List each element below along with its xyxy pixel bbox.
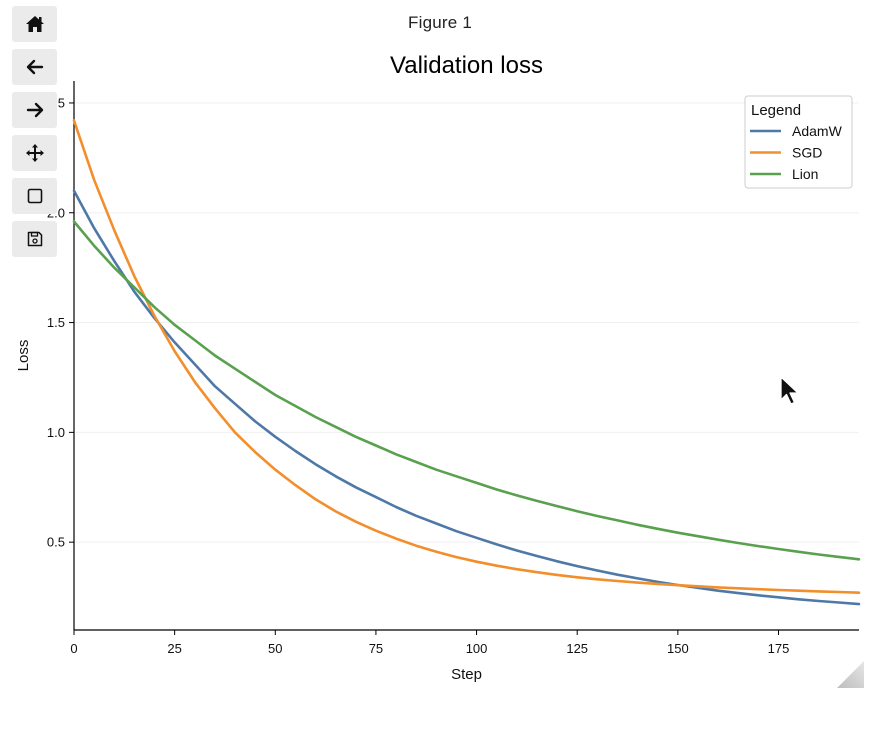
mouse-cursor-icon — [780, 376, 799, 405]
save-disk-icon — [27, 231, 42, 247]
home-button[interactable] — [12, 6, 57, 42]
y-tick-label: 1.5 — [47, 315, 65, 330]
legend-title: Legend — [751, 102, 801, 119]
series-line-adamw — [72, 189, 861, 606]
save-button[interactable] — [12, 221, 57, 257]
zoom-rectangle-icon — [27, 188, 42, 204]
resize-grip-icon[interactable] — [837, 661, 864, 688]
legend-entry-label: Lion — [792, 166, 818, 182]
series-line-sgd — [72, 119, 861, 594]
back-button[interactable] — [12, 49, 57, 85]
forward-button[interactable] — [12, 92, 57, 128]
x-tick-label: 100 — [466, 641, 488, 656]
x-tick-label: 75 — [369, 641, 383, 656]
forward-arrow-icon — [26, 102, 43, 118]
chart-title: Validation loss — [390, 52, 543, 79]
x-tick-label: 25 — [167, 641, 181, 656]
pan-move-icon — [25, 144, 44, 162]
back-arrow-icon — [26, 59, 43, 75]
y-tick-label: 0.5 — [47, 535, 65, 550]
x-tick-label: 150 — [667, 641, 689, 656]
series-line-lion — [72, 220, 861, 561]
figure-window-title: Figure 1 — [408, 13, 472, 32]
x-tick-label: 125 — [566, 641, 588, 656]
x-tick-label: 0 — [70, 641, 77, 656]
x-tick-label: 50 — [268, 641, 282, 656]
legend-entry-label: AdamW — [792, 123, 843, 139]
legend-box — [744, 95, 853, 189]
home-icon — [25, 16, 44, 32]
legend-entry-label: SGD — [792, 145, 822, 161]
y-axis-label: Loss — [15, 340, 32, 372]
x-tick-label: 175 — [768, 641, 790, 656]
zoom-button[interactable] — [12, 178, 57, 214]
pan-button[interactable] — [12, 135, 57, 171]
x-axis-label: Step — [451, 666, 482, 683]
y-tick-label: 1.0 — [47, 425, 65, 440]
